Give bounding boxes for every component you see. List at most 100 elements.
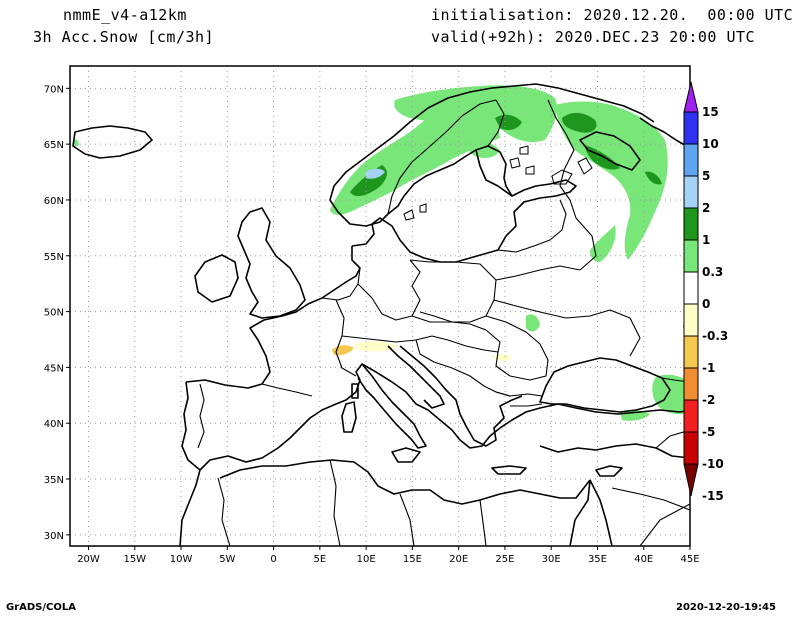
coast-ireland (194, 254, 239, 303)
border-france-spain (261, 383, 313, 397)
colorbar-label: -15 (702, 489, 724, 503)
border-czech-slovakia (411, 315, 487, 331)
colorbar-label: 2 (702, 201, 710, 215)
colorbar-box (683, 111, 699, 145)
border-belarus (495, 265, 581, 281)
coast-sweden-east (337, 145, 507, 227)
colorbar-label: 1 (702, 233, 710, 247)
borders (197, 99, 690, 546)
colorbar-label: -2 (702, 393, 715, 407)
lakes-finland (509, 145, 535, 175)
border-romania (485, 315, 549, 381)
coast-sicily (391, 447, 421, 463)
coast-britain (237, 207, 306, 319)
footer-software: GrADS/COLA (6, 602, 76, 613)
lon-axis: 20W 15W 10W 5W 0 5E 10E 15E 20E 25E 30E 35E 40E 45E (77, 546, 700, 565)
coast-crete (491, 465, 527, 475)
border-germany (357, 259, 421, 321)
snow-ukraine (526, 314, 540, 332)
lat-tick-label: 60N (44, 196, 64, 207)
colorbar-label: -10 (702, 457, 724, 471)
coast-barents (639, 117, 690, 149)
melt-alps-light (354, 341, 398, 352)
coast-iberia-west (181, 381, 201, 471)
colorbar-label: 0.3 (702, 265, 723, 279)
lat-tick-label: 65N (44, 140, 64, 151)
border-russia-west (559, 185, 597, 271)
coast-iceland (72, 125, 153, 159)
coast-scandinavia (329, 83, 655, 213)
colorbar-label: 10 (702, 137, 719, 151)
lon-tick-label: 0 (270, 554, 276, 565)
lon-tick-label: 30E (542, 554, 561, 565)
lake-ladoga (551, 169, 573, 185)
coast-cyprus (595, 465, 623, 477)
lon-tick-label: 25E (495, 554, 514, 565)
colorbar-label: 0 (702, 297, 710, 311)
snow-kola (555, 101, 668, 260)
border-africa (217, 459, 487, 546)
coast-finland (475, 149, 513, 197)
colorbar-label: 15 (702, 105, 719, 119)
border-norway-sweden (387, 99, 497, 215)
colorbar-cap-top (683, 81, 699, 113)
snow-fields (72, 85, 690, 421)
coast-turkey (539, 443, 690, 459)
lon-tick-label: 15E (403, 554, 422, 565)
border-sweden-finland (487, 99, 505, 147)
footer-timestamp: 2020-12-20-19:45 (676, 602, 776, 613)
border-ukraine (493, 299, 641, 357)
colorbar-box (683, 335, 699, 369)
border-poland (409, 259, 497, 323)
border-turkey-east (655, 429, 690, 449)
border-saudi (639, 503, 690, 546)
lon-tick-label: 40E (634, 554, 653, 565)
border-hungary-romania (485, 329, 511, 377)
coast-balkans (399, 345, 523, 447)
colorbar: 15 10 5 2 1 0.3 0 -0.3 -1 -2 -5 -10 -15 (683, 81, 728, 503)
colorbar-box (683, 207, 699, 241)
coast-sardinia (341, 401, 357, 433)
border-baltics (497, 199, 567, 253)
coast-baltic-east (505, 179, 577, 237)
lon-tick-label: 45E (680, 554, 699, 565)
colorbar-label: 5 (702, 169, 710, 183)
lat-tick-label: 35N (44, 475, 64, 486)
border-spain-portugal (197, 383, 205, 449)
coast-white-sea (579, 131, 641, 171)
colorbar-label: -1 (702, 361, 715, 375)
lon-tick-label: 15W (123, 554, 146, 565)
melt-balkan (492, 354, 512, 361)
lat-tick-label: 50N (44, 308, 64, 319)
coast-black-sea (539, 357, 671, 413)
lat-tick-label: 55N (44, 252, 64, 263)
lat-tick-label: 45N (44, 363, 64, 374)
lakes (403, 145, 593, 221)
colorbar-box (683, 399, 699, 433)
coast-north-africa (219, 459, 591, 505)
lon-tick-label: 10W (170, 554, 193, 565)
model-name: nmmE_v4-a12km (63, 6, 187, 24)
lon-tick-label: 35E (588, 554, 607, 565)
lat-tick-label: 30N (44, 531, 64, 542)
lakes-sweden (403, 203, 427, 221)
colorbar-box (683, 303, 699, 337)
lat-tick-label: 70N (44, 84, 64, 95)
lon-tick-label: 10E (357, 554, 376, 565)
coast-corsica (351, 383, 359, 399)
border-austria-hungary (431, 335, 499, 353)
colorbar-label: -5 (702, 425, 715, 439)
colorbar-box (683, 271, 699, 305)
snow-russia-belt (590, 225, 616, 262)
border-syria-iraq (611, 487, 690, 511)
lon-tick-label: 5E (314, 554, 327, 565)
init-time: initialisation: 2020.12.20. 00:00 UTC (431, 6, 794, 24)
border-alps (341, 335, 433, 343)
lon-tick-label: 5W (219, 554, 235, 565)
coast-levant (569, 479, 613, 546)
coast-iberia-france (185, 246, 361, 389)
snow-black-sea-east (652, 374, 690, 415)
valid-time: valid(+92h): 2020.DEC.23 20:00 UTC (431, 28, 756, 46)
melt-alps-orange (332, 345, 354, 356)
border-benelux (321, 267, 361, 301)
